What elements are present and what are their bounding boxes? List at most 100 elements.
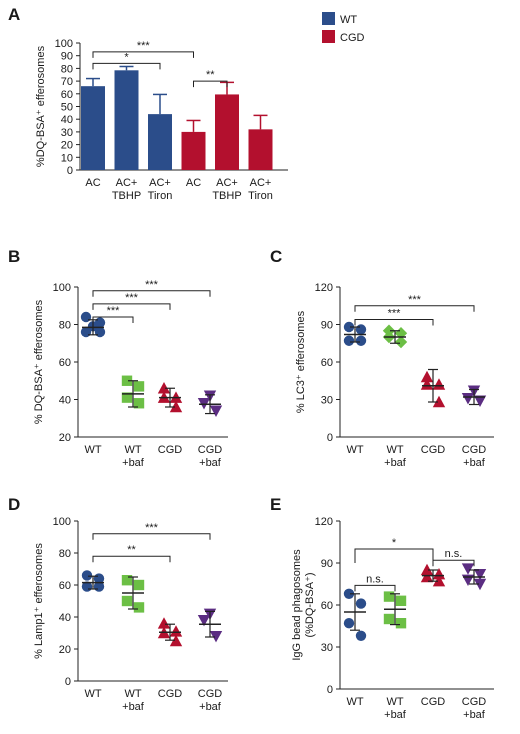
data-point [461,393,475,405]
y-tick-label: 30 [61,127,73,139]
data-point [133,602,145,613]
data-point [432,395,446,408]
data-point [420,378,434,390]
x-category-label: +baf [384,457,407,469]
data-point [81,570,93,581]
x-category-label: CGD [462,444,487,456]
data-point [343,321,355,333]
bar [114,70,139,170]
x-category-label: +baf [384,709,407,721]
y-axis-label-line: (%DQ-BSA⁺) [304,572,316,637]
data-point [80,311,92,323]
y-tick-label: 20 [59,432,71,444]
x-category-label: WT [124,688,141,700]
significance-bracket [92,533,211,540]
data-point [395,595,407,606]
x-category-label: AC+ [149,177,171,189]
data-point [343,588,355,599]
data-point [461,563,475,575]
y-tick-label: 0 [327,684,333,696]
x-category-label: +baf [463,457,486,469]
data-point [169,400,183,413]
significance-label: n.s. [366,573,384,585]
y-axis-label: IgG bead phagosomes (%DQ-BSA⁺) [291,549,316,661]
x-category-label: WT [84,444,101,456]
significance-bracket [92,51,194,58]
data-point [383,591,395,602]
x-category-label: WT [84,688,101,700]
data-point [209,631,223,643]
data-point [121,375,133,386]
bar [81,86,105,170]
significance-bracket [354,305,475,312]
y-tick-label: 60 [321,357,333,369]
y-axis-label-group: %DQ-BSA⁺ efferosomes [35,45,47,167]
data-point [209,405,223,417]
significance-bracket [432,559,475,567]
y-tick-label: 120 [315,282,333,294]
y-tick-label: 60 [59,580,71,592]
x-category-label: +baf [199,701,222,713]
significance-label: *** [107,305,121,317]
y-tick-label: 0 [67,165,73,177]
data-point [395,618,407,629]
data-point [383,613,395,625]
y-tick-label: 90 [321,558,333,570]
y-tick-label: 40 [61,114,73,126]
y-tick-label: 40 [59,612,71,624]
y-axis-label: %DQ-BSA⁺ efferosomes [35,45,47,167]
x-category-label: WT [124,444,141,456]
x-category-label: +baf [122,457,145,469]
y-axis-label: % Lamp1⁺ efferosomes [33,543,45,659]
panel-letter: E [270,495,281,514]
y-axis-label-line: IgG bead phagosomes [291,549,303,661]
x-category-label: WT [346,696,363,708]
data-point [343,335,355,346]
x-category-label: CGD [198,688,223,700]
x-category-label: AC [85,177,100,189]
y-tick-label: 0 [327,432,333,444]
significance-label: *** [408,294,422,306]
data-point [355,324,367,335]
x-category-label: Tiron [248,190,273,202]
data-point [432,575,446,587]
x-category-label: WT [386,696,403,708]
data-point [382,324,396,337]
data-point [473,578,487,591]
x-category-label: +baf [199,457,222,469]
y-tick-label: 120 [315,516,333,528]
data-point [133,579,145,591]
y-tick-label: 20 [59,644,71,656]
data-point [432,378,446,390]
y-tick-label: 90 [61,51,73,63]
data-point [157,617,171,629]
significance-bracket [92,316,134,323]
y-tick-label: 100 [53,282,71,294]
y-axis-label-group: % Lamp1⁺ efferosomes [33,543,45,659]
y-tick-label: 80 [61,63,73,75]
data-point [355,598,367,609]
data-point [343,618,355,629]
bar [148,114,172,170]
y-tick-label: 100 [55,38,73,50]
x-category-label: CGD [462,696,487,708]
y-tick-label: 60 [59,357,71,369]
y-tick-label: 10 [61,152,73,164]
data-point [420,563,434,576]
x-category-label: Tiron [148,190,173,202]
y-tick-label: 50 [61,102,73,114]
significance-label: n.s. [445,548,463,560]
x-category-label: AC+ [116,177,138,189]
significance-bracket [92,303,171,310]
bar [181,131,206,170]
y-axis-label: % DQ-BSA⁺ efferosomes [33,299,45,424]
data-point [121,392,133,403]
legend-swatch [322,12,335,25]
data-point [473,395,487,407]
y-tick-label: 90 [321,320,333,332]
bar [215,94,239,170]
x-category-label: TBHP [112,190,141,202]
x-category-label: CGD [158,688,183,700]
x-category-label: TBHP [212,190,241,202]
